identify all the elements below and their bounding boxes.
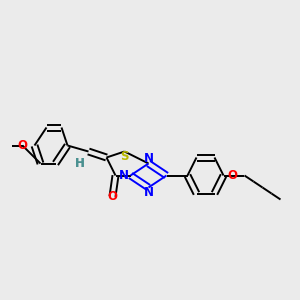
- Text: H: H: [75, 157, 84, 170]
- Text: O: O: [17, 139, 28, 152]
- Text: H: H: [75, 157, 84, 170]
- Text: O: O: [107, 190, 118, 203]
- Text: S: S: [120, 150, 129, 164]
- Text: N: N: [119, 169, 129, 182]
- Text: N: N: [143, 186, 154, 200]
- Text: O: O: [227, 169, 238, 182]
- Text: N: N: [143, 152, 154, 165]
